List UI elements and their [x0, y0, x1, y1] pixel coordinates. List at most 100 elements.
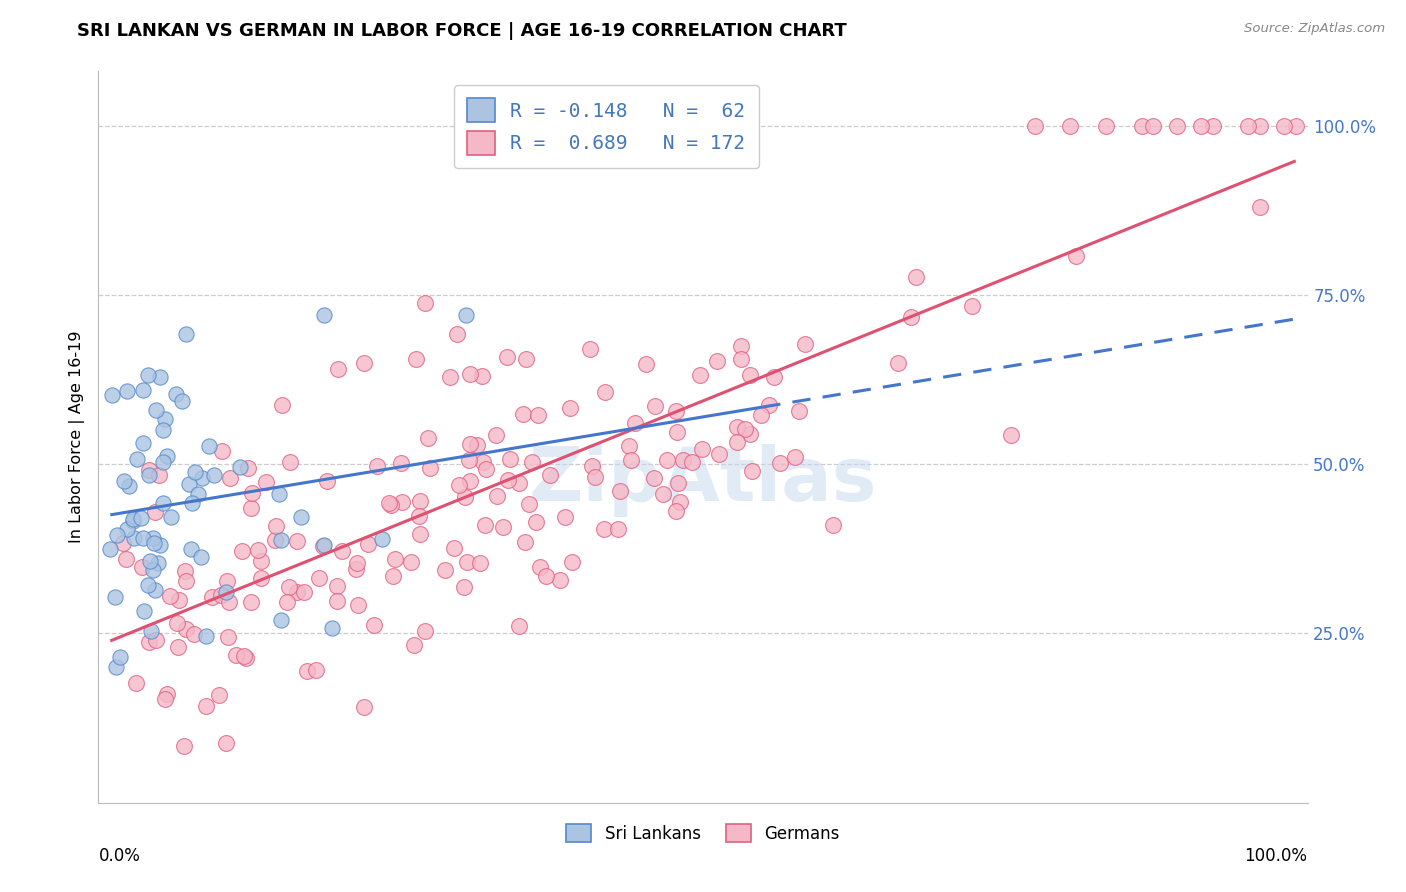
Point	[1059, 119, 1081, 133]
Point	[634, 357, 657, 371]
Point	[136, 577, 159, 591]
Point	[538, 468, 561, 483]
Point	[520, 455, 543, 469]
Point	[769, 456, 792, 470]
Point	[165, 387, 187, 401]
Point	[515, 352, 537, 367]
Point	[384, 552, 406, 566]
Point	[198, 439, 221, 453]
Point	[173, 564, 195, 578]
Point	[1285, 119, 1308, 133]
Point	[665, 404, 688, 418]
Point	[143, 535, 166, 549]
Point	[125, 676, 148, 690]
Point	[593, 522, 616, 536]
Point	[508, 476, 530, 491]
Point	[148, 370, 170, 384]
Point	[665, 504, 688, 518]
Point	[156, 687, 179, 701]
Point	[1202, 119, 1225, 133]
Point	[408, 493, 430, 508]
Point	[1024, 119, 1046, 133]
Point	[527, 408, 550, 422]
Point	[152, 496, 174, 510]
Point	[190, 470, 212, 484]
Point	[110, 649, 132, 664]
Point	[297, 664, 319, 678]
Point	[474, 518, 496, 533]
Point	[734, 421, 756, 435]
Point	[308, 571, 330, 585]
Point	[166, 615, 188, 630]
Point	[290, 509, 312, 524]
Point	[1095, 119, 1118, 133]
Point	[366, 458, 388, 473]
Point	[740, 368, 762, 383]
Point	[413, 624, 436, 639]
Point	[152, 455, 174, 469]
Point	[114, 552, 136, 566]
Point	[453, 580, 475, 594]
Point	[117, 384, 139, 398]
Point	[689, 368, 711, 383]
Point	[326, 579, 349, 593]
Point	[159, 589, 181, 603]
Text: ZipAtlas: ZipAtlas	[529, 444, 877, 517]
Point	[620, 453, 643, 467]
Point	[225, 648, 247, 663]
Point	[215, 574, 238, 589]
Point	[122, 512, 145, 526]
Point	[138, 635, 160, 649]
Point	[167, 640, 190, 655]
Point	[529, 560, 551, 574]
Point	[904, 270, 927, 285]
Point	[465, 437, 488, 451]
Point	[446, 326, 468, 341]
Point	[643, 470, 665, 484]
Point	[353, 356, 375, 370]
Point	[666, 475, 689, 490]
Point	[672, 453, 695, 467]
Point	[184, 465, 207, 479]
Point	[148, 556, 170, 570]
Point	[609, 483, 631, 498]
Point	[1166, 119, 1188, 133]
Point	[413, 296, 436, 310]
Point	[201, 590, 224, 604]
Point	[439, 370, 461, 384]
Point	[156, 449, 179, 463]
Legend: Sri Lankans, Germans: Sri Lankans, Germans	[560, 817, 846, 849]
Point	[143, 505, 166, 519]
Point	[278, 580, 301, 594]
Point	[458, 367, 481, 381]
Point	[115, 522, 138, 536]
Point	[416, 431, 439, 445]
Point	[100, 541, 122, 556]
Point	[823, 517, 845, 532]
Point	[595, 385, 617, 400]
Point	[305, 663, 328, 677]
Point	[655, 452, 678, 467]
Point	[326, 594, 349, 608]
Point	[787, 403, 810, 417]
Point	[583, 470, 606, 484]
Point	[391, 495, 413, 509]
Point	[180, 541, 202, 556]
Point	[485, 428, 508, 442]
Point	[402, 638, 425, 652]
Text: Source: ZipAtlas.com: Source: ZipAtlas.com	[1244, 22, 1385, 36]
Point	[624, 417, 647, 431]
Point	[312, 539, 335, 553]
Point	[232, 649, 254, 664]
Point	[138, 467, 160, 482]
Point	[1237, 119, 1260, 133]
Point	[131, 559, 153, 574]
Point	[495, 350, 517, 364]
Point	[725, 420, 748, 434]
Point	[561, 556, 583, 570]
Point	[183, 627, 205, 641]
Point	[148, 468, 170, 483]
Point	[170, 393, 193, 408]
Point	[690, 442, 713, 457]
Point	[581, 458, 603, 473]
